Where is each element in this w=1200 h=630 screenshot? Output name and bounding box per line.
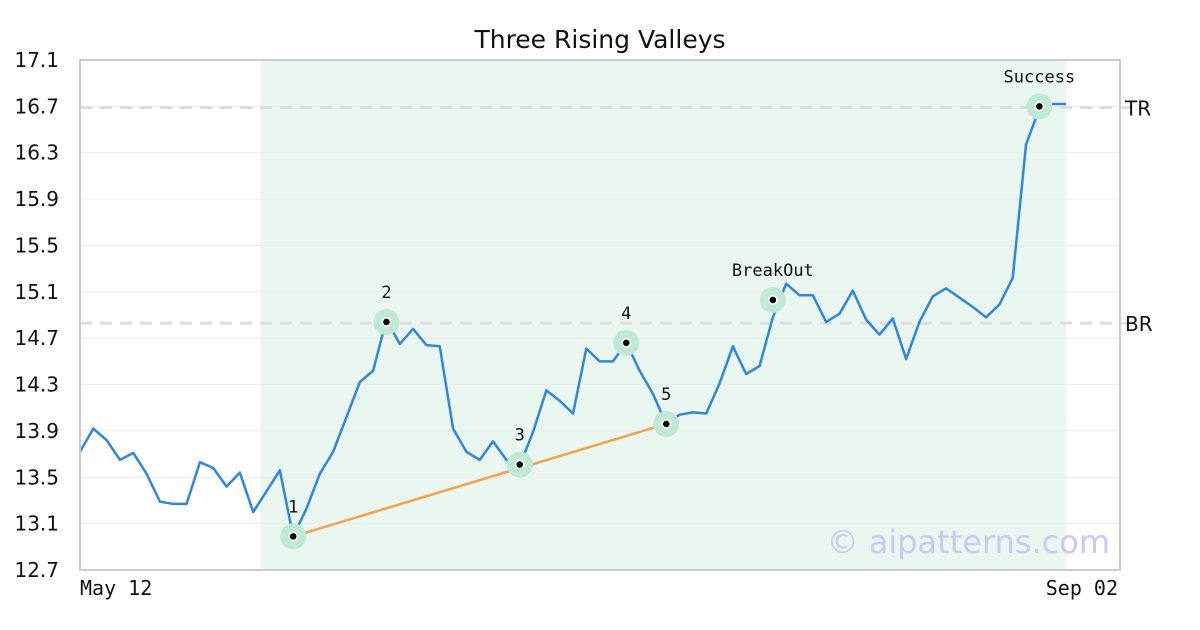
- y-tick-label: 16.7: [14, 94, 59, 118]
- y-tick-label: 15.5: [14, 233, 59, 257]
- y-tick-label: 12.7: [14, 558, 59, 582]
- point-marker-4: [622, 339, 630, 347]
- y-axis: 12.7 13.1 13.5 13.9 14.3 14.7 15.1 15.5 15.9 16.3…: [14, 48, 59, 582]
- y-tick-label: 17.1: [14, 48, 59, 72]
- point-label-breakout: BreakOut: [732, 261, 814, 281]
- chart-title: Three Rising Valleys: [473, 25, 725, 54]
- reference-label-tr: TR: [1124, 97, 1151, 121]
- y-tick-label: 15.9: [14, 187, 59, 211]
- point-marker-3: [516, 461, 524, 468]
- point-label-5: 5: [661, 385, 671, 405]
- x-tick-last: Sep 02: [1046, 576, 1118, 600]
- y-tick-label: 14.3: [14, 373, 59, 397]
- y-tick-label: 16.3: [14, 141, 59, 165]
- point-label-1: 1: [288, 497, 298, 517]
- point-label-4: 4: [621, 304, 631, 324]
- point-label-success: Success: [1004, 67, 1076, 87]
- y-tick-label: 13.1: [14, 512, 59, 536]
- point-marker-breakout: [769, 296, 777, 304]
- reference-lines: TR BR: [80, 97, 1153, 336]
- reference-label-br: BR: [1125, 312, 1153, 336]
- y-tick-label: 13.5: [14, 465, 59, 489]
- price-line: [78, 102, 1066, 538]
- y-tick-label: 14.7: [14, 326, 59, 350]
- pattern-points: 1 2 3 4 5 BreakOut Success: [280, 67, 1076, 550]
- trendline: [292, 422, 667, 538]
- point-marker-success: [1036, 103, 1043, 110]
- point-label-3: 3: [515, 426, 525, 446]
- point-label-2: 2: [381, 283, 391, 303]
- point-marker-5: [662, 420, 670, 428]
- x-tick-first: May 12: [80, 576, 152, 600]
- y-tick-label: 13.9: [14, 419, 59, 443]
- point-marker-2: [383, 318, 390, 326]
- plot-frame: [79, 59, 1121, 571]
- watermark: © aipatterns.com: [827, 523, 1110, 561]
- y-tick-label: 15.1: [14, 280, 59, 304]
- point-marker-1: [289, 533, 297, 540]
